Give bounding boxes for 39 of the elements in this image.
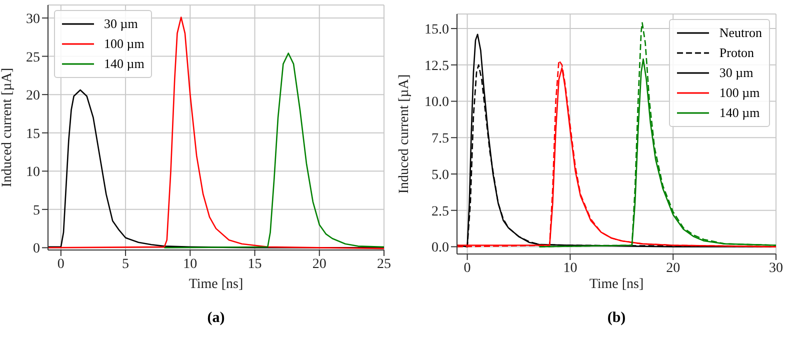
line-series	[164, 52, 384, 248]
y-tick-label: 30	[26, 12, 40, 27]
y-axis-title: Induced current [µA]	[396, 74, 412, 194]
x-tick-label: 20	[312, 256, 326, 272]
y-tick-label: 5.0	[432, 168, 449, 183]
legend-label: 30 µm	[719, 65, 754, 81]
y-tick-label: 15	[26, 126, 40, 142]
y-tick-label: 0	[33, 242, 40, 257]
text: (a)	[206, 310, 226, 327]
y-axis-title: Induced current [µA]	[0, 68, 15, 188]
legend-label: 100 µm	[719, 85, 760, 101]
legend-label: Neutron	[719, 25, 762, 41]
y-tick-label: 10.0	[424, 95, 449, 110]
y-tick-label: 10	[26, 165, 40, 180]
y-tick-label: 20	[26, 88, 40, 104]
y-tick-label: 15.0	[424, 22, 449, 38]
x-axis-title: Time [ns]	[188, 277, 244, 292]
y-tick-label: 5	[33, 203, 40, 218]
x-tick-label: 15	[248, 256, 262, 272]
x-tick-label: 0	[464, 260, 471, 276]
y-tick-label: 12.5	[424, 58, 449, 74]
y-tick-label: 0.0	[432, 240, 449, 256]
y-tick-label: 25	[26, 50, 40, 66]
x-tick-label: 10	[183, 256, 198, 272]
x-tick-label: 10	[563, 260, 578, 276]
x-tick-label: 5	[122, 256, 130, 272]
legend-label: Proton	[719, 45, 754, 61]
text: (b)	[606, 310, 627, 327]
x-tick-label: 30	[769, 260, 783, 276]
x-tick-label: 0	[57, 256, 64, 272]
legend-label: 140 µm	[104, 56, 144, 72]
x-tick-label: 25	[377, 256, 391, 272]
legend-label: 100 µm	[104, 36, 144, 52]
legend-label: 30 µm	[104, 16, 138, 32]
x-axis-title: Time [ns]	[589, 277, 644, 292]
y-tick-label: 2.5	[432, 204, 449, 220]
legend-label: 140 µm	[719, 105, 760, 121]
y-tick-label: 7.5	[432, 132, 449, 147]
x-tick-label: 20	[666, 260, 680, 276]
